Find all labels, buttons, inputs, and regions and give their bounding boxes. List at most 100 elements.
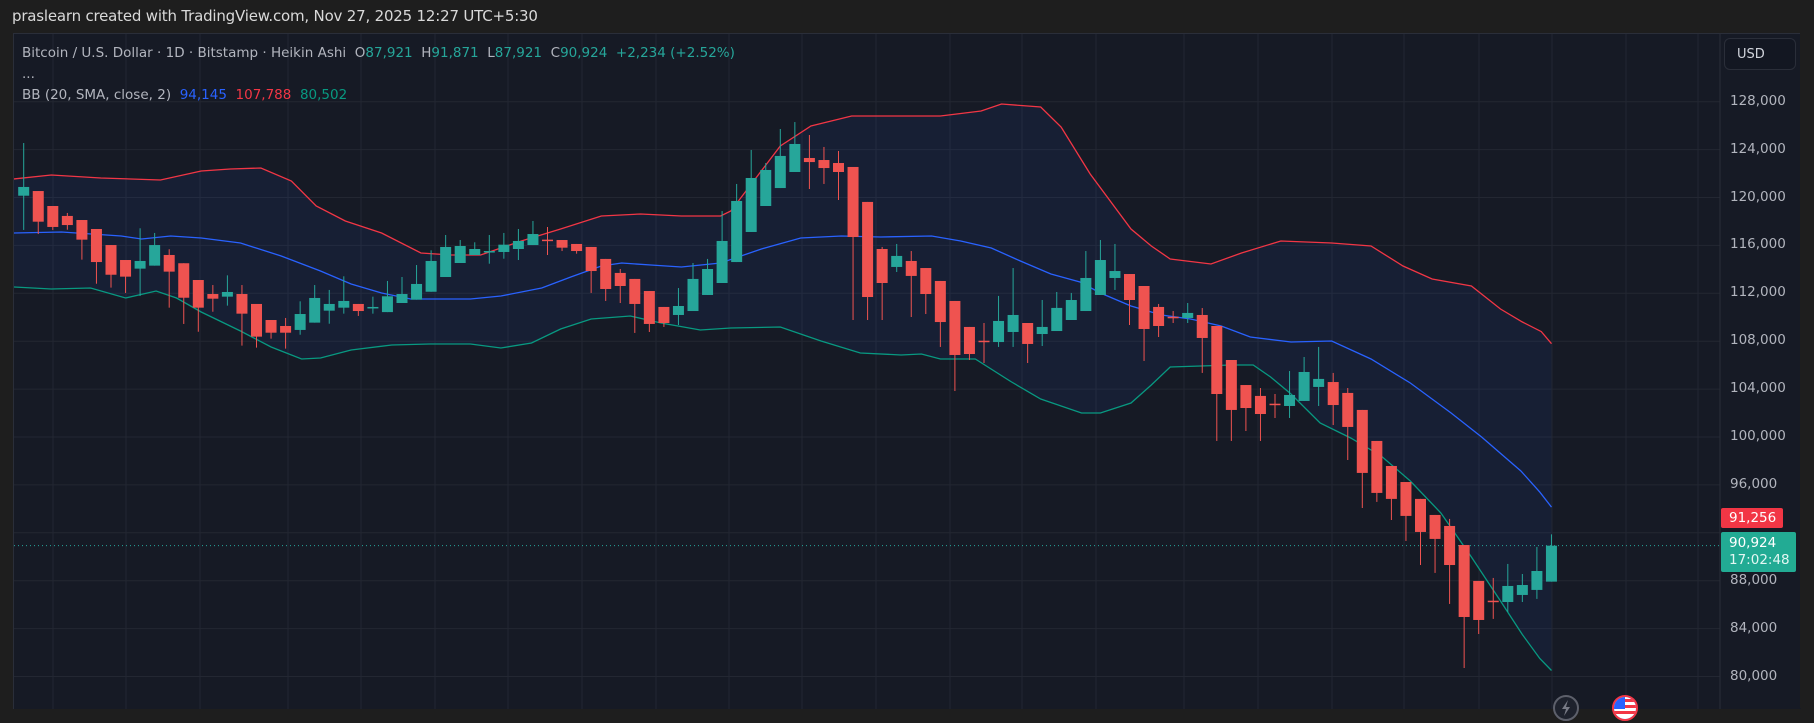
candle-body	[1269, 403, 1281, 406]
last-price-value: 90,924	[1729, 535, 1777, 551]
candle-body	[745, 177, 757, 232]
candle-body	[1545, 545, 1557, 582]
candle-body	[876, 248, 888, 284]
candle-body	[862, 201, 874, 298]
legend-collapse-toggle[interactable]: ...	[22, 66, 35, 82]
price-axis-label: 84,000	[1730, 619, 1778, 636]
candle-body	[1124, 274, 1135, 301]
candle-body	[789, 143, 801, 172]
price-axis-label: 124,000	[1730, 140, 1786, 157]
change-value: +2,234 (+2.52%)	[615, 45, 735, 61]
candle-body	[512, 240, 524, 249]
candle-body	[396, 294, 408, 303]
candle-body	[483, 251, 495, 253]
price-axis-label: 80,000	[1730, 667, 1778, 684]
candle-body	[90, 228, 102, 263]
candle-body	[1313, 378, 1325, 387]
candle-body	[993, 320, 1005, 343]
candle-body	[178, 263, 190, 298]
candle-body	[1138, 285, 1150, 329]
bb-upper-line	[14, 103, 1552, 345]
candle-body	[338, 300, 350, 308]
price-axis-label: 108,000	[1730, 332, 1786, 349]
candle-body	[760, 169, 772, 207]
price-axis-label: 104,000	[1730, 380, 1786, 397]
candle-body	[1153, 306, 1165, 326]
candle-body	[32, 191, 44, 222]
candle-body	[1094, 260, 1106, 295]
symbol-title: Bitcoin / U.S. Dollar · 1D · Bitstamp · …	[22, 45, 347, 61]
high-value: 91,871	[431, 45, 479, 61]
symbol-legend-row[interactable]: Bitcoin / U.S. Dollar · 1D · Bitstamp · …	[22, 43, 735, 64]
candle-body	[105, 245, 117, 275]
candle-body	[1473, 580, 1485, 620]
candle-body	[76, 220, 88, 240]
price-axis-label: 128,000	[1730, 92, 1786, 109]
candle-body	[294, 314, 306, 330]
candle-body	[1385, 465, 1397, 499]
candle-body	[1356, 409, 1368, 473]
candle-body	[381, 296, 393, 313]
candle-body	[1065, 300, 1077, 321]
candle-body	[1458, 545, 1470, 617]
candle-body	[192, 280, 204, 308]
chart-pane[interactable]	[13, 33, 1801, 709]
candle-body	[323, 303, 335, 311]
candle-body	[1240, 385, 1252, 409]
candle-body	[920, 268, 932, 295]
candle-body	[847, 166, 859, 238]
candle-body	[454, 245, 466, 264]
candle-body	[571, 243, 583, 252]
candle-body	[498, 244, 510, 252]
candle-body	[614, 272, 626, 286]
right-edge-strip	[1800, 33, 1814, 708]
candle-body	[221, 291, 233, 297]
candle-body	[658, 306, 670, 323]
candle-body	[469, 248, 481, 255]
candle-body	[425, 260, 437, 292]
candle-body	[47, 206, 59, 227]
candle-body	[1051, 307, 1063, 332]
candle-body	[803, 157, 815, 163]
candle-body	[527, 234, 539, 246]
low-label: L	[487, 45, 495, 61]
currency-button[interactable]: USD	[1724, 38, 1796, 70]
candle-body	[1502, 585, 1514, 603]
candle-body	[411, 283, 423, 300]
low-value: 87,921	[494, 45, 543, 61]
candle-body	[207, 294, 219, 299]
open-value: 87,921	[365, 45, 413, 61]
candle-body	[1516, 585, 1528, 595]
high-price-tag: 91,256	[1721, 508, 1783, 528]
high-label: H	[421, 45, 432, 61]
candle-body	[905, 260, 917, 276]
candle-body	[891, 255, 903, 267]
us-flag-icon[interactable]	[1612, 695, 1638, 721]
watermark-text: praslearn created with TradingView.com, …	[12, 7, 538, 25]
candle-body	[251, 303, 262, 337]
candle-body	[1080, 277, 1092, 312]
price-axis-label: 88,000	[1730, 571, 1778, 588]
lightning-icon[interactable]	[1553, 695, 1579, 721]
candle-body	[672, 305, 684, 315]
candle-body	[1298, 371, 1310, 401]
candle-body	[18, 186, 30, 196]
candle-body	[1444, 525, 1456, 566]
candle-body	[134, 260, 146, 269]
price-axis-label: 100,000	[1730, 428, 1786, 444]
candle-body	[1109, 271, 1121, 278]
candle-body	[629, 278, 641, 304]
candle-body	[934, 280, 946, 323]
candle-body	[163, 254, 175, 272]
candle-body	[265, 320, 277, 333]
candlestick-chart[interactable]	[14, 34, 1801, 709]
open-label: O	[354, 45, 366, 61]
candle-body	[774, 155, 786, 189]
candle-body	[1167, 316, 1179, 319]
bollinger-legend-row[interactable]: BB (20, SMA, close, 2) 94,145 107,788 80…	[22, 85, 735, 106]
candle-body	[1225, 360, 1237, 410]
bb-fill	[14, 104, 1552, 671]
close-label: C	[550, 45, 561, 61]
candle-body	[833, 163, 844, 172]
candle-body	[1036, 326, 1048, 335]
